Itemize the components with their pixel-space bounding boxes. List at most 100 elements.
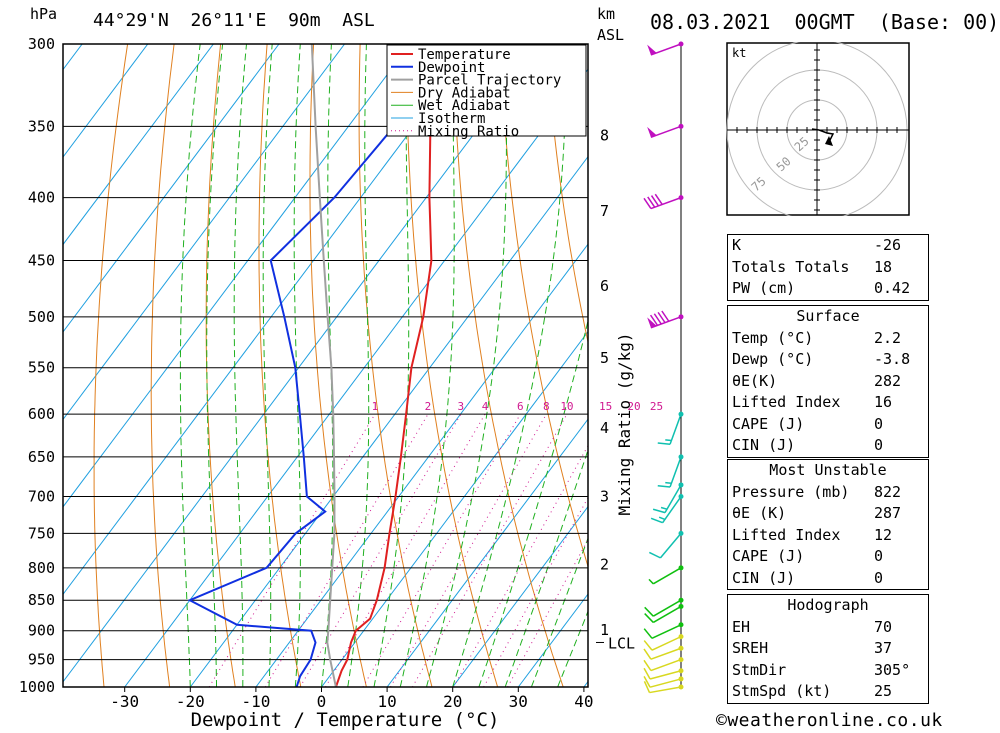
pressure-tick-label: 1000 <box>19 678 55 696</box>
wind-barb <box>643 193 684 210</box>
wind-barb <box>643 680 684 694</box>
index-value: 822 <box>874 482 902 501</box>
pressure-tick-label: 500 <box>28 308 55 326</box>
wet-adiabat-line <box>233 44 247 687</box>
legend-entry: Parcel Trajectory <box>418 73 561 89</box>
index-row: EH 70 <box>728 617 928 639</box>
mixing-ratio-label: 25 <box>650 400 663 413</box>
hodograph-trace <box>811 128 835 143</box>
isotherm-line <box>255 243 588 687</box>
x-tick-label: 20 <box>443 692 462 711</box>
index-label: Temp (°C) <box>732 328 814 347</box>
index-value: 70 <box>874 617 893 636</box>
index-label: θE (K) <box>732 504 787 522</box>
wet-adiabat-line <box>557 610 588 687</box>
legend-entry: Isotherm <box>418 111 485 127</box>
km-tick-label: 4 <box>600 419 609 437</box>
index-label: θE(K) <box>732 371 778 390</box>
mixing-ratio-label: 8 <box>543 400 550 413</box>
index-label: CAPE (J) <box>732 547 805 565</box>
index-row: K -26 <box>728 235 928 257</box>
indices-mu-table: Most Unstable Pressure (mb) 822 θE (K) 287 L… <box>727 459 929 590</box>
index-label: CIN (J) <box>732 568 796 587</box>
index-row: StmDir 305° <box>728 660 928 682</box>
pressure-unit-label: hPa <box>30 5 58 23</box>
wet-adiabat-line <box>179 44 201 687</box>
mixing-ratio-axis-label: Mixing Ratio (g/kg) <box>615 332 634 515</box>
wind-barb <box>650 494 684 524</box>
asl-unit-label: ASL <box>597 26 625 44</box>
x-tick-label: 40 <box>574 692 593 711</box>
pressure-tick-label: 450 <box>28 252 55 270</box>
mixing-ratio-label: 10 <box>560 400 573 413</box>
index-row: θE(K) 282 <box>728 371 928 393</box>
isotherm-line <box>63 44 477 596</box>
isotherm-line <box>321 330 588 687</box>
pressure-tick-label: 800 <box>28 559 55 577</box>
wet-adiabat-line <box>530 537 588 687</box>
index-row: Lifted Index 16 <box>728 392 928 414</box>
mixing-ratio-line <box>299 413 462 687</box>
wind-barb <box>643 645 684 660</box>
wet-adiabat-line <box>321 44 334 687</box>
index-row: θE (K) 287 <box>728 503 928 525</box>
index-value: 0 <box>874 568 884 587</box>
dry-adiabat-line <box>406 44 499 687</box>
x-tick-label: -20 <box>176 692 205 711</box>
mixing-ratio-label: 6 <box>517 400 524 413</box>
mixing-ratio-line <box>453 444 588 687</box>
wind-barb <box>643 676 684 688</box>
wind-barb <box>657 411 684 446</box>
wet-adiabat-line <box>478 318 588 687</box>
pressure-tick-label: 400 <box>28 189 55 207</box>
index-row: Pressure (mb) 822 <box>728 482 928 504</box>
location-title: 44°29'N 26°11'E 90m ASL <box>93 10 375 31</box>
index-row: CAPE (J) 0 <box>728 414 928 436</box>
wind-barb <box>644 597 684 617</box>
most-unstable-title: Most Unstable <box>769 461 887 479</box>
wind-barb <box>647 310 684 329</box>
index-row: CIN (J) 0 <box>728 568 928 590</box>
x-tick-label: -30 <box>110 692 139 711</box>
wet-adiabat-line <box>206 44 224 687</box>
wet-adiabat-line <box>293 44 301 687</box>
dry-adiabat-line <box>358 44 433 687</box>
mixing-ratio-label: 20 <box>627 400 640 413</box>
km-tick-label: 3 <box>600 488 609 506</box>
indices-hodo-table: Hodograph EH 70 SREH 37 StmDir 305° StmSpd (kt… <box>727 594 929 704</box>
legend-box <box>386 44 587 137</box>
wind-barb <box>648 565 684 585</box>
lcl-label: LCL <box>608 634 635 652</box>
credit-link[interactable]: ©weatheronline.co.uk <box>716 710 943 731</box>
temperature-curve <box>334 44 450 687</box>
isotherm-line <box>63 44 149 158</box>
index-row: CIN (J) 0 <box>728 435 928 457</box>
index-row: SREH 37 <box>728 638 928 660</box>
index-row: Lifted Index 12 <box>728 525 928 547</box>
index-value: 0 <box>874 436 884 454</box>
mixing-ratio-label: 3 <box>458 400 465 413</box>
index-value: 0 <box>874 547 884 565</box>
km-unit-label: km <box>597 5 616 23</box>
index-label: Lifted Index <box>732 525 841 544</box>
hodograph-title: Hodograph <box>787 596 869 614</box>
parcel-trajectory-curve <box>310 44 337 687</box>
index-label: SREH <box>732 639 769 657</box>
index-value: 287 <box>874 504 902 522</box>
dry-adiabat-line <box>545 44 588 345</box>
wind-barb <box>644 603 684 624</box>
mixing-ratio-label: 1 <box>372 400 379 413</box>
wind-barb <box>647 41 684 56</box>
km-tick-label: 5 <box>600 349 609 367</box>
index-value: 305° <box>874 660 911 679</box>
indices-surface-table: Surface Temp (°C) 2.2 Dewp (°C) -3.8 θE(K) 28… <box>727 305 929 458</box>
index-label: Pressure (mb) <box>732 482 850 501</box>
isotherm-line <box>63 44 280 333</box>
plot-frame <box>62 43 589 688</box>
dry-adiabat-line <box>918 44 1000 687</box>
indices-basic-table: K -26 Totals Totals 18 PW (cm) 0.42 <box>727 234 929 301</box>
mixing-ratio-line <box>264 413 429 687</box>
pressure-tick-label: 350 <box>28 117 55 135</box>
wind-barb <box>648 530 684 559</box>
